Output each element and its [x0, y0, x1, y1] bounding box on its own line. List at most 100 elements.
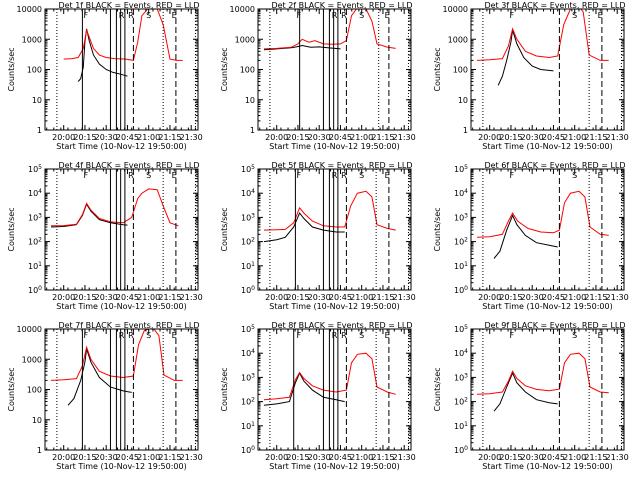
chart-title: Det 2f BLACK = Events, RED = LLD: [271, 1, 412, 10]
y-tick-label: 100: [27, 66, 42, 75]
phase-marker-label: R: [341, 331, 347, 340]
y-tick-label: 102: [454, 237, 468, 247]
chart-title: Det 1f BLACK = Events, RED = LLD: [58, 1, 199, 10]
y-tick-label: 100: [453, 66, 468, 75]
phase-marker-label: R: [119, 11, 125, 20]
x-axis-label: Start Time (10-Nov-12 19:50:00): [56, 462, 186, 471]
x-tick-label: 20:15: [73, 453, 96, 462]
plot-frame: [257, 328, 412, 451]
x-tick-label: 21:15: [371, 133, 394, 142]
plot-frame: [470, 328, 625, 451]
series-line-lld: [50, 329, 183, 381]
y-tick-label: 104: [241, 188, 255, 198]
phase-marker-label: R: [128, 171, 134, 180]
y-axis-label: Counts/sec: [433, 207, 442, 251]
phase-marker-label: S: [359, 171, 364, 180]
x-tick-label: 21:30: [606, 293, 629, 302]
x-tick-label: 20:00: [478, 293, 501, 302]
x-axis-label: Start Time (10-Nov-12 19:50:00): [269, 142, 399, 151]
y-axis-label: Counts/sec: [220, 367, 229, 411]
x-tick-label: 21:00: [350, 453, 373, 462]
phase-marker-label: S: [572, 331, 577, 340]
x-tick-label: 20:45: [329, 133, 352, 142]
y-tick-label: 100: [241, 285, 255, 295]
x-tick-label: 21:30: [606, 133, 629, 142]
series-line-events: [497, 29, 554, 86]
series-line-events: [493, 214, 558, 259]
x-tick-label: 21:00: [563, 453, 586, 462]
x-tick-label: 20:00: [478, 133, 501, 142]
y-tick-label: 103: [241, 212, 255, 222]
phase-marker-label: E: [172, 171, 177, 180]
phase-marker-label: R: [332, 11, 338, 20]
chart-title: Det 5f BLACK = Events, RED = LLD: [271, 161, 412, 170]
x-tick-label: 20:15: [286, 453, 309, 462]
y-tick-label: 101: [241, 261, 255, 271]
phase-marker-label: S: [572, 11, 577, 20]
y-tick-label: 10000: [17, 5, 42, 14]
phase-marker-label: R: [119, 331, 125, 340]
x-tick-label: 21:15: [584, 453, 607, 462]
x-axis-label: Start Time (10-Nov-12 19:50:00): [56, 302, 186, 311]
x-tick-label: 21:15: [371, 453, 394, 462]
y-tick-label: 104: [241, 348, 255, 358]
plot-frame: [44, 8, 199, 131]
y-tick-label: 100: [454, 285, 468, 295]
phase-marker-label: R: [341, 11, 347, 20]
series-line-lld: [476, 9, 609, 61]
phase-marker-label: S: [572, 171, 577, 180]
y-tick-label: 101: [454, 421, 468, 431]
x-tick-label: 20:00: [52, 293, 75, 302]
phase-marker-label: R: [128, 11, 134, 20]
phase-marker-label: E: [172, 331, 177, 340]
y-tick-label: 100: [241, 445, 255, 455]
y-tick-label: 10000: [443, 5, 468, 14]
y-tick-label: 100: [240, 66, 255, 75]
phase-marker-label: S: [359, 331, 364, 340]
x-tick-label: 21:15: [371, 293, 394, 302]
x-tick-label: 20:15: [286, 293, 309, 302]
chart-title: Det 9f BLACK = Events, RED = LLD: [484, 321, 625, 330]
x-tick-label: 21:00: [350, 133, 373, 142]
plot-frame: [257, 8, 412, 131]
y-tick-label: 1000: [22, 35, 42, 44]
y-axis-label: Counts/sec: [7, 207, 16, 251]
phase-marker-label: R: [332, 171, 338, 180]
x-tick-label: 20:15: [499, 293, 522, 302]
x-axis-label: Start Time (10-Nov-12 19:50:00): [269, 302, 399, 311]
y-tick-label: 104: [454, 348, 468, 358]
phase-marker-label: S: [146, 11, 151, 20]
y-tick-label: 1: [37, 446, 42, 455]
plot-frame: [470, 8, 625, 131]
x-tick-label: 21:30: [180, 133, 203, 142]
x-tick-label: 21:00: [137, 453, 160, 462]
y-tick-label: 101: [241, 421, 255, 431]
chart-title: Det 3f BLACK = Events, RED = LLD: [484, 1, 625, 10]
y-tick-label: 105: [454, 164, 468, 174]
y-tick-label: 10: [245, 96, 255, 105]
y-tick-label: 104: [28, 188, 42, 198]
x-axis-label: Start Time (10-Nov-12 19:50:00): [482, 302, 612, 311]
phase-marker-label: F: [83, 11, 88, 20]
x-tick-label: 21:30: [180, 453, 203, 462]
x-tick-label: 20:45: [116, 453, 139, 462]
x-tick-label: 21:15: [584, 293, 607, 302]
y-axis-label: Counts/sec: [7, 367, 16, 411]
x-tick-label: 21:00: [137, 133, 160, 142]
y-tick-label: 102: [454, 397, 468, 407]
y-tick-label: 104: [454, 188, 468, 198]
phase-marker-label: R: [332, 331, 338, 340]
y-tick-label: 101: [28, 261, 42, 271]
y-axis-label: Counts/sec: [220, 47, 229, 91]
y-tick-label: 1000: [235, 35, 255, 44]
plot-frame: [470, 168, 625, 291]
x-axis-label: Start Time (10-Nov-12 19:50:00): [56, 142, 186, 151]
y-tick-label: 102: [241, 397, 255, 407]
chart-title: Det 6f BLACK = Events, RED = LLD: [484, 161, 625, 170]
phase-marker-label: E: [598, 331, 603, 340]
x-tick-label: 20:30: [521, 133, 544, 142]
